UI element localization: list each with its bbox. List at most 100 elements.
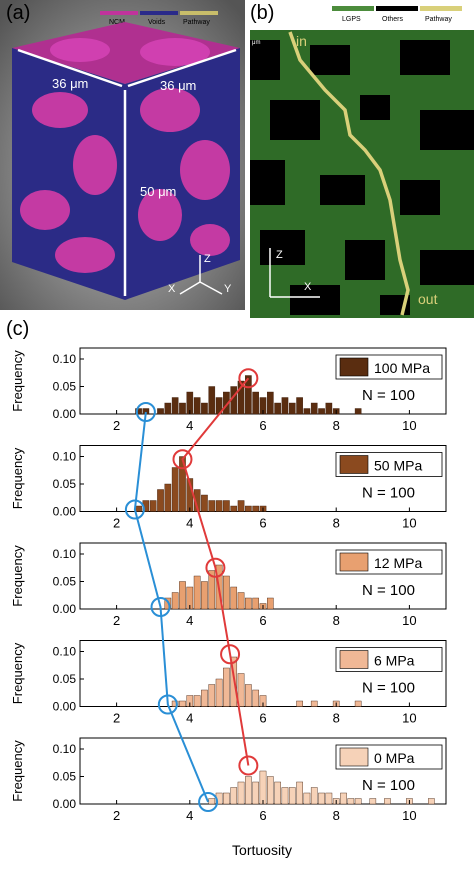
dim-x-label: 36 μm bbox=[52, 76, 88, 91]
histogram-bar bbox=[179, 581, 186, 610]
peak-tortuosity-line bbox=[181, 377, 250, 766]
histogram-panel: 2 4 6 8 10 0.00 0.05 0.10 50 MPa N = 100 bbox=[53, 445, 447, 531]
x-tick-label: 6 bbox=[259, 613, 266, 628]
y-tick-label: 0.05 bbox=[53, 380, 77, 394]
histogram-bar bbox=[245, 597, 252, 610]
legend-label: 50 MPa bbox=[374, 458, 422, 474]
histogram-bar bbox=[237, 500, 245, 512]
min-marker bbox=[124, 499, 145, 520]
histogram-bar bbox=[201, 402, 208, 415]
histogram-bar bbox=[164, 402, 172, 415]
legend-label: 12 MPa bbox=[374, 555, 422, 571]
legend-swatch bbox=[339, 552, 369, 572]
histogram-bar bbox=[296, 700, 303, 707]
x-tick-label: 8 bbox=[333, 516, 340, 531]
x-tick-label: 8 bbox=[333, 418, 340, 433]
x-tick-label: 10 bbox=[402, 711, 416, 726]
histogram-bar bbox=[245, 684, 252, 707]
histogram-bar bbox=[267, 597, 274, 610]
histogram-bar bbox=[252, 597, 259, 610]
scale-label: μm bbox=[252, 40, 260, 46]
x-tick-label: 10 bbox=[402, 808, 416, 823]
histogram-bar bbox=[384, 798, 391, 805]
histogram-bar bbox=[252, 505, 259, 512]
x-tick-label: 6 bbox=[259, 418, 266, 433]
panel-b: LGPS Others Pathway μm in out Z X (b) bbox=[250, 0, 474, 320]
histogram-bar bbox=[288, 787, 296, 805]
panel-a: NCM Voids Pathway 36 μm 36 μm bbox=[0, 0, 245, 310]
histogram-bar bbox=[281, 397, 289, 415]
x-tick-label: 2 bbox=[113, 711, 120, 726]
legend-voids: Voids bbox=[148, 19, 166, 26]
legend-label: 100 MPa bbox=[374, 360, 430, 376]
y-tick-label: 0.05 bbox=[53, 672, 77, 686]
histogram-panel: 2 4 6 8 10 0.00 0.05 0.10 0 MPa N = 100 bbox=[53, 737, 447, 823]
histogram-bar bbox=[288, 402, 296, 415]
y-tick-label: 0.10 bbox=[53, 547, 77, 561]
panel-a-figure: NCM Voids Pathway 36 μm 36 μm bbox=[0, 0, 245, 310]
histogram-bar bbox=[310, 700, 318, 707]
x-tick-label: 10 bbox=[402, 613, 416, 628]
panel-b-axes bbox=[269, 248, 320, 298]
x-tick-label: 4 bbox=[186, 808, 193, 823]
x-tick-label: 4 bbox=[186, 418, 193, 433]
histogram-bar bbox=[223, 500, 230, 512]
x-tick-label: 4 bbox=[186, 613, 193, 628]
y-tick-label: 0.05 bbox=[53, 770, 77, 784]
y-axis-label: Frequency bbox=[10, 642, 25, 704]
x-tick-label: 4 bbox=[186, 516, 193, 531]
histogram-bar bbox=[171, 592, 179, 610]
histogram-bar bbox=[223, 575, 230, 610]
histogram-bar bbox=[223, 792, 230, 805]
panel-b-axis-z: Z bbox=[276, 249, 283, 261]
y-tick-label: 0.00 bbox=[53, 505, 77, 519]
y-tick-label: 0.10 bbox=[53, 450, 77, 464]
histogram-bar bbox=[347, 798, 355, 805]
peak-marker bbox=[238, 755, 259, 776]
histogram-bar bbox=[354, 798, 362, 805]
histogram-bar bbox=[303, 792, 311, 805]
legend-lgps: LGPS bbox=[342, 16, 361, 23]
legend-others: Others bbox=[382, 16, 404, 23]
panel-c-label: (c) bbox=[6, 318, 30, 340]
min-marker bbox=[150, 597, 171, 617]
x-tick-label: 6 bbox=[259, 808, 266, 823]
panel-a-legend: NCM Voids Pathway bbox=[100, 11, 218, 26]
x-tick-label: 8 bbox=[333, 711, 340, 726]
histogram-bar bbox=[237, 781, 245, 805]
histogram-bar bbox=[223, 667, 230, 707]
histogram-bar bbox=[267, 776, 274, 805]
legend-pathway-b: Pathway bbox=[425, 16, 452, 23]
histogram-bar bbox=[310, 787, 318, 805]
n-label: N = 100 bbox=[362, 485, 415, 502]
histogram-bar bbox=[354, 408, 362, 415]
histogram-bar bbox=[259, 770, 267, 805]
x-tick-label: 10 bbox=[402, 516, 416, 531]
histogram-bar bbox=[274, 781, 281, 805]
histogram-bar bbox=[252, 391, 259, 415]
x-tick-label: 2 bbox=[113, 418, 120, 433]
histogram-bar bbox=[208, 798, 216, 805]
legend-swatch bbox=[339, 747, 369, 767]
histogram-bar bbox=[208, 500, 216, 512]
panel-b-axis-x: X bbox=[304, 281, 312, 293]
y-axis-label: Frequency bbox=[10, 350, 25, 412]
x-tick-label: 2 bbox=[113, 613, 120, 628]
pathway-line bbox=[288, 31, 410, 316]
panel-a-label: (a) bbox=[6, 2, 31, 24]
histogram-bar bbox=[281, 787, 289, 805]
histogram-bar bbox=[164, 483, 172, 512]
histogram-bar bbox=[274, 402, 281, 415]
x-tick-label: 2 bbox=[113, 516, 120, 531]
histogram-panel: 2 4 6 8 10 0.00 0.05 0.10 12 MPa N = 100 bbox=[53, 542, 447, 628]
histogram-panel: 2 4 6 8 10 0.00 0.05 0.10 6 MPa N = 100 bbox=[53, 640, 447, 726]
histogram-bar bbox=[193, 695, 201, 707]
y-tick-label: 0.10 bbox=[53, 352, 77, 366]
peak-marker bbox=[220, 644, 241, 665]
legend-box bbox=[335, 647, 443, 672]
y-tick-label: 0.05 bbox=[53, 477, 77, 491]
histogram-bar bbox=[215, 678, 223, 707]
histogram-bar bbox=[135, 505, 142, 512]
legend-box bbox=[335, 549, 443, 575]
histogram-bar bbox=[201, 689, 208, 707]
